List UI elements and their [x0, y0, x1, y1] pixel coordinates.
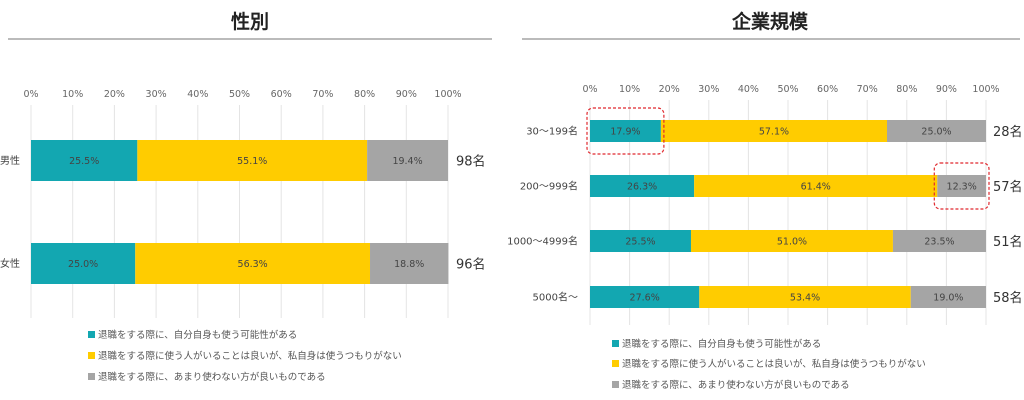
- data-label: 17.9%: [610, 127, 640, 138]
- data-label: 53.4%: [790, 293, 820, 304]
- data-label: 25.5%: [625, 237, 655, 248]
- category-label: 5000名～: [533, 291, 578, 304]
- bar-segment: [887, 120, 986, 142]
- respondent-count: 28名: [993, 124, 1023, 140]
- category-label: 男性: [0, 154, 20, 167]
- category-label: 1000～4999名: [507, 235, 578, 248]
- legend-label: 退職をする際に、自分自身も使う可能性がある: [622, 338, 821, 350]
- x-tick-label: 60%: [817, 84, 838, 95]
- x-tick-label: 20%: [659, 84, 680, 95]
- x-tick-label: 30%: [146, 89, 167, 100]
- category-label: 女性: [0, 257, 20, 270]
- chart-title: 企業規模: [731, 10, 809, 33]
- legend-label: 退職をする際に使う人がいることは良いが、私自身は使うつもりがない: [98, 350, 402, 362]
- x-tick-label: 90%: [936, 84, 957, 95]
- legend-swatch: [88, 373, 95, 380]
- x-tick-label: 0%: [582, 84, 597, 95]
- x-tick-label: 40%: [738, 84, 759, 95]
- category-label: 200～999名: [520, 180, 578, 193]
- data-label: 57.1%: [759, 127, 789, 138]
- legend-label: 退職をする際に、自分自身も使う可能性がある: [98, 329, 297, 341]
- bar-segment: [590, 120, 661, 142]
- x-tick-label: 10%: [619, 84, 640, 95]
- x-tick-label: 30%: [698, 84, 719, 95]
- data-label: 19.0%: [933, 293, 963, 304]
- x-tick-label: 10%: [62, 89, 83, 100]
- highlight-box: [586, 107, 665, 155]
- legend-swatch: [612, 360, 619, 367]
- bar-segment: [937, 175, 986, 197]
- legend-label: 退職をする際に、あまり使わない方が良いものである: [98, 371, 326, 383]
- respondent-count: 58名: [993, 290, 1023, 306]
- bar-segment: [31, 243, 136, 284]
- bar-segment: [590, 175, 695, 197]
- chart-title: 性別: [231, 10, 269, 33]
- bar-segment: [892, 230, 986, 252]
- bar-segment: [694, 175, 938, 197]
- chart-company-size: 企業規模 0% 10% 20% 30% 40% 50% 60% 70% 80% 90% 100% 30～…: [507, 10, 1022, 391]
- data-label: 12.3%: [947, 182, 977, 193]
- bar-segment: [31, 140, 138, 181]
- data-label: 19.4%: [392, 156, 422, 167]
- bar-segment: [660, 120, 887, 142]
- chart-gender: 性別 0% 10% 20% 30% 40% 50% 60% 70% 80% 90% 100% 男性 25.…: [0, 10, 492, 383]
- x-tick-label: 60%: [271, 89, 292, 100]
- respondent-count: 51名: [993, 234, 1023, 250]
- highlight-box: [933, 162, 990, 210]
- data-label: 26.3%: [627, 182, 657, 193]
- data-label: 51.0%: [777, 237, 807, 248]
- x-tick-label: 70%: [857, 84, 878, 95]
- legend-swatch: [88, 331, 95, 338]
- x-tick-label: 100%: [434, 89, 461, 100]
- x-tick-label: 50%: [777, 84, 798, 95]
- data-label: 23.5%: [924, 237, 954, 248]
- data-label: 25.0%: [921, 127, 951, 138]
- data-label: 56.3%: [238, 259, 268, 270]
- data-label: 25.0%: [68, 259, 98, 270]
- bar-segment: [690, 230, 893, 252]
- x-tick-label: 20%: [104, 89, 125, 100]
- legend-swatch: [88, 352, 95, 359]
- legend-swatch: [612, 381, 619, 388]
- x-tick-label: 70%: [312, 89, 333, 100]
- x-tick-label: 90%: [396, 89, 417, 100]
- data-label: 27.6%: [630, 293, 660, 304]
- respondent-count: 57名: [993, 179, 1023, 195]
- data-label: 25.5%: [69, 156, 99, 167]
- respondent-count: 98名: [456, 154, 486, 170]
- data-label: 55.1%: [237, 156, 267, 167]
- bar-segment: [135, 243, 371, 284]
- legend-label: 退職をする際に使う人がいることは良いが、私自身は使うつもりがない: [622, 358, 926, 370]
- bar-segment: [370, 243, 449, 284]
- data-label: 18.8%: [394, 259, 424, 270]
- bar-segment: [137, 140, 368, 181]
- x-tick-label: 0%: [23, 89, 38, 100]
- bar-segment: [367, 140, 448, 181]
- x-tick-label: 100%: [972, 84, 999, 95]
- data-label: 61.4%: [801, 182, 831, 193]
- respondent-count: 96名: [456, 257, 486, 273]
- bar-segment: [590, 286, 700, 308]
- x-tick-label: 40%: [187, 89, 208, 100]
- bar-segment: [910, 286, 986, 308]
- bar-segment: [699, 286, 911, 308]
- x-tick-label: 80%: [896, 84, 917, 95]
- legend-label: 退職をする際に、あまり使わない方が良いものである: [622, 379, 850, 391]
- bar-segment: [590, 230, 691, 252]
- x-tick-label: 50%: [229, 89, 250, 100]
- x-tick-label: 80%: [354, 89, 375, 100]
- legend-swatch: [612, 340, 619, 347]
- category-label: 30～199名: [526, 125, 578, 138]
